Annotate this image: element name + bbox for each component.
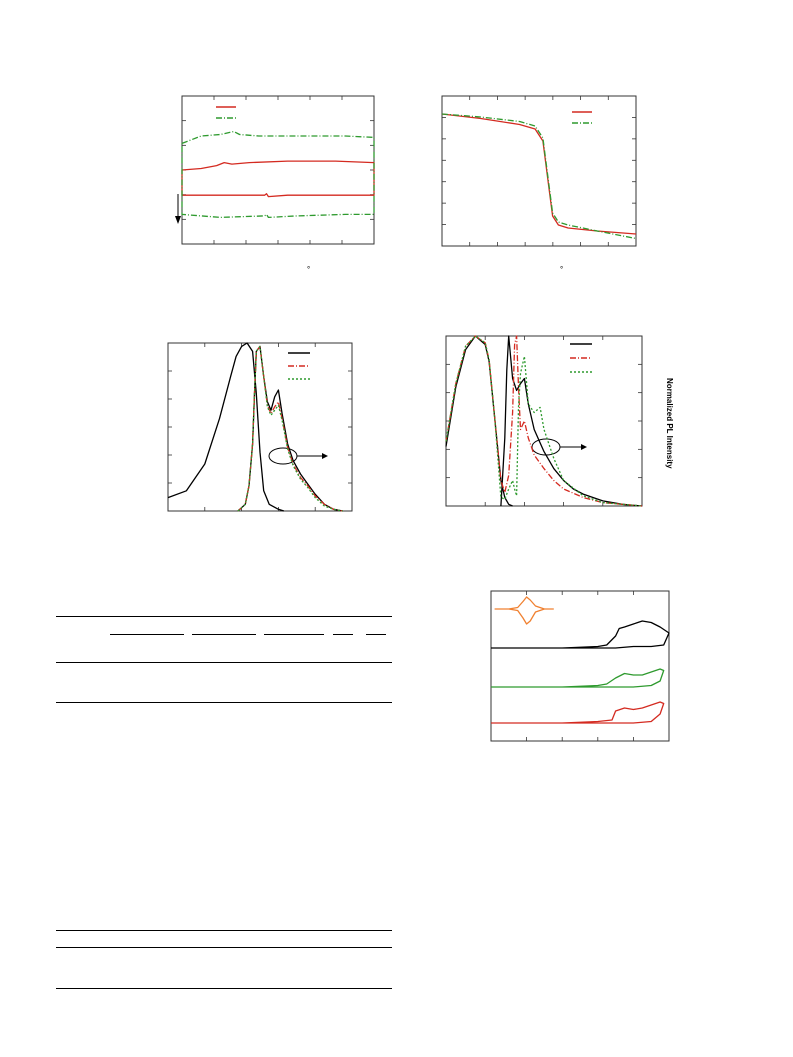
abs-pl-left-ellipse-arrow bbox=[268, 447, 328, 465]
table-2-top-rule bbox=[56, 930, 392, 931]
table-1-sub-rule-a bbox=[110, 634, 184, 635]
cv-series-1-line bbox=[491, 620, 670, 649]
cv-series-0-line bbox=[494, 596, 554, 625]
abs-pl-right-ellipse-arrow bbox=[531, 438, 587, 456]
cv-series-group bbox=[491, 596, 670, 724]
dsc-series-0-line bbox=[181, 160, 375, 198]
abs_pl_left-series-2-line bbox=[237, 345, 343, 512]
abs_pl_left-series-3-line bbox=[237, 345, 343, 512]
tga-degree-mark: ° bbox=[560, 265, 563, 274]
table-1-sub-rule-e bbox=[366, 634, 386, 635]
abs-pl-left-series-group bbox=[167, 342, 343, 512]
cv-series-3-line bbox=[491, 701, 665, 724]
dsc-series-group bbox=[181, 130, 375, 219]
figure-abs-pl-left bbox=[160, 335, 360, 520]
dsc-frame bbox=[181, 95, 375, 245]
table-1-mid-rule bbox=[56, 662, 392, 663]
table-1-sub-rule-c bbox=[264, 634, 324, 635]
abs-pl-right-legend bbox=[570, 343, 592, 373]
figure-tga: ° bbox=[420, 90, 650, 290]
abs-pl-right-series-group bbox=[445, 335, 643, 507]
cv-frame bbox=[490, 590, 670, 742]
table-2-mid-rule bbox=[56, 947, 392, 948]
abs-pl-right-frame bbox=[445, 335, 643, 507]
table-1-sub-rule-d bbox=[333, 634, 353, 635]
tga-frame bbox=[441, 95, 637, 247]
dsc-chart: ° bbox=[175, 95, 375, 274]
tga-series-1-line bbox=[441, 113, 637, 240]
figure-dsc: ° bbox=[160, 90, 390, 290]
abs_pl_right-series-0-line bbox=[445, 335, 513, 507]
cv-chart bbox=[490, 590, 670, 742]
abs_pl_left-series-1-line bbox=[237, 345, 343, 512]
abs-pl-left-legend bbox=[288, 352, 310, 380]
abs-pl-right-chart: Normalized PL Intensity bbox=[445, 335, 674, 507]
table-2 bbox=[56, 925, 392, 995]
table-1-top-rule bbox=[56, 616, 392, 617]
tga-legend bbox=[572, 111, 592, 124]
cv-series-2-line bbox=[491, 668, 665, 688]
dsc-degree-mark: ° bbox=[307, 265, 310, 274]
dsc-series-1-line bbox=[181, 130, 375, 219]
abs-pl-right-y2-label: Normalized PL Intensity bbox=[665, 378, 674, 469]
table-1 bbox=[56, 610, 392, 710]
abs_pl_right-series-1-line bbox=[500, 335, 643, 507]
figure-abs-pl-right: Normalized PL Intensity bbox=[440, 330, 680, 520]
abs_pl_right-series-2-line bbox=[445, 335, 643, 507]
table-1-sub-rule-b bbox=[192, 634, 256, 635]
abs_pl_left-series-0-line bbox=[167, 342, 285, 512]
tga-series-group bbox=[441, 113, 637, 240]
dsc-legend bbox=[216, 106, 236, 119]
dsc-exo-arrow bbox=[175, 194, 181, 224]
abs_pl_right-series-3-line bbox=[445, 335, 643, 507]
tga-chart: ° bbox=[441, 95, 637, 274]
abs-pl-left-chart bbox=[167, 342, 353, 512]
table-1-bottom-rule bbox=[56, 702, 392, 703]
table-2-bottom-rule bbox=[56, 988, 392, 989]
figure-cv bbox=[485, 585, 675, 750]
abs-pl-left-frame bbox=[167, 342, 353, 512]
